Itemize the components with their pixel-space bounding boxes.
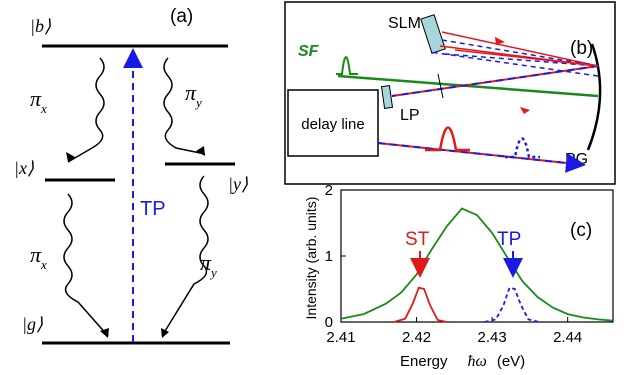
delay-line-box	[287, 89, 379, 157]
level-x-label: |x⟩	[14, 158, 34, 178]
red-beam-cross	[454, 49, 599, 67]
series-line-0	[340, 207, 614, 322]
slm-element	[420, 14, 446, 54]
x-tick-label: 2.42	[402, 329, 431, 346]
blue-beam-cross	[429, 51, 599, 77]
sf-label: SF	[298, 43, 320, 60]
panel-c: 2.41 2.42 2.43 2.44 0 1 2 (c) ST TP Intensity…	[303, 182, 614, 370]
lp-label: LP	[400, 107, 420, 124]
arrowhead-pi-y-upper	[196, 146, 205, 156]
pi-y-lower-label: πy	[200, 250, 217, 280]
arrowhead-pi-x-lower	[100, 328, 109, 338]
red-beam-upper	[441, 31, 599, 67]
wavy-arrow-pi-x-lower	[63, 193, 109, 337]
delay-line-label: delay line	[301, 116, 364, 133]
level-y-label: |y⟩	[228, 174, 248, 194]
panel-b-frame	[284, 1, 616, 185]
panel-b: (b) SLM PG SF LP delay line	[284, 1, 616, 185]
pg-grating	[586, 43, 602, 151]
y-tick-label: 0	[325, 314, 333, 331]
panel-a: (a) |b⟩ |x⟩ |y⟩ |g⟩ πx πy πx πy TP	[14, 6, 248, 345]
arrowhead-pi-y-lower	[161, 328, 169, 338]
pi-x-lower-label: πx	[30, 242, 47, 272]
slit-mark	[437, 73, 444, 99]
pi-x-upper-label: πx	[30, 86, 47, 116]
pg-label: PG	[565, 151, 588, 168]
tp-pulse	[505, 137, 540, 159]
tp-peak-label: TP	[497, 229, 521, 250]
x-axis-label: Energy ħω (eV)	[400, 353, 525, 370]
arrowhead-pi-x-upper	[66, 152, 75, 162]
st-pulse	[425, 126, 470, 152]
x-tick-label: 2.43	[478, 329, 507, 346]
y-tick-label: 2	[325, 182, 333, 199]
series-line-2	[484, 286, 540, 323]
y-tick-label: 1	[325, 248, 333, 265]
x-ticks: 2.41 2.42 2.43 2.44	[326, 317, 582, 346]
blue-beam-mid	[444, 53, 599, 67]
wavy-arrow-pi-y-lower	[161, 175, 209, 337]
tp-label: TP	[140, 198, 166, 220]
st-label: ST	[405, 229, 430, 250]
sf-pulse	[336, 56, 358, 75]
x-tick-label: 2.41	[326, 329, 355, 346]
x-tick-label: 2.44	[553, 329, 582, 346]
panel-b-label: (b)	[570, 38, 593, 59]
y-axis-label: Intensity (arb. units)	[303, 197, 319, 320]
red-beam-arrowhead-2	[520, 107, 530, 114]
pi-y-upper-label: πy	[185, 80, 202, 110]
level-b-label: |b⟩	[30, 16, 51, 36]
lp-element	[380, 84, 394, 110]
output-beam-blue	[377, 142, 586, 173]
red-beam-arrowhead-1	[495, 37, 505, 45]
wavy-arrow-pi-y-upper	[163, 57, 206, 155]
wavy-arrow-pi-x-upper	[67, 57, 105, 163]
sf-beam	[337, 74, 599, 98]
plot-frame	[340, 189, 614, 323]
blue-beam-return	[391, 65, 599, 97]
level-g-label: |g⟩	[22, 314, 43, 334]
slm-label: SLM	[388, 15, 421, 32]
panel-c-label: (c)	[570, 220, 592, 241]
series-line-1	[393, 286, 447, 323]
panel-a-label: (a)	[170, 6, 193, 27]
y-ticks: 0 1 2	[325, 182, 346, 331]
curves	[340, 207, 614, 323]
